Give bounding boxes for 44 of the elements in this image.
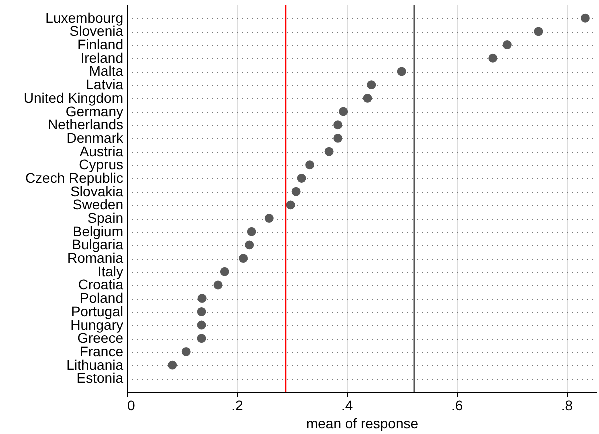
x-tick-label: .2 [232,398,244,414]
x-tick-label: 0 [128,398,136,414]
point [292,187,301,196]
point [264,214,274,223]
point [197,320,206,330]
y-tick-label: Italy [98,263,124,280]
point [397,67,406,76]
point [297,174,306,183]
y-tick-label: Malta [89,63,124,80]
point [197,334,206,344]
point [339,107,348,116]
point [580,14,590,23]
point [239,254,248,264]
y-tick-label: Spain [88,210,124,226]
point [245,240,254,250]
x-tick-label: .8 [561,398,574,414]
point [247,227,256,236]
x-axis-title: mean of response [306,416,419,432]
point [367,80,376,90]
point [324,147,334,156]
y-tick-label: Lithuania [66,356,124,373]
point [306,160,315,170]
y-tick-label: Austria [80,143,124,160]
y-tick-label: Luxembourg [46,10,124,26]
point [534,27,544,36]
y-tick-label: Sweden [72,196,124,213]
point [182,348,191,356]
x-tick-label: .4 [342,398,354,414]
point [488,54,498,63]
point [197,307,206,316]
y-tick-label: France [80,343,124,360]
point [198,294,207,304]
point [334,120,343,130]
y-tick-label: Estonia [76,370,124,386]
point [502,40,512,50]
y-tick-label: Denmark [66,130,124,146]
point [334,134,343,143]
point [286,200,296,210]
y-tick-label: Cyprus [79,156,124,173]
point [220,267,230,276]
point [214,280,223,290]
x-tick-label: .6 [451,398,464,414]
point [363,94,372,103]
point [168,360,178,370]
